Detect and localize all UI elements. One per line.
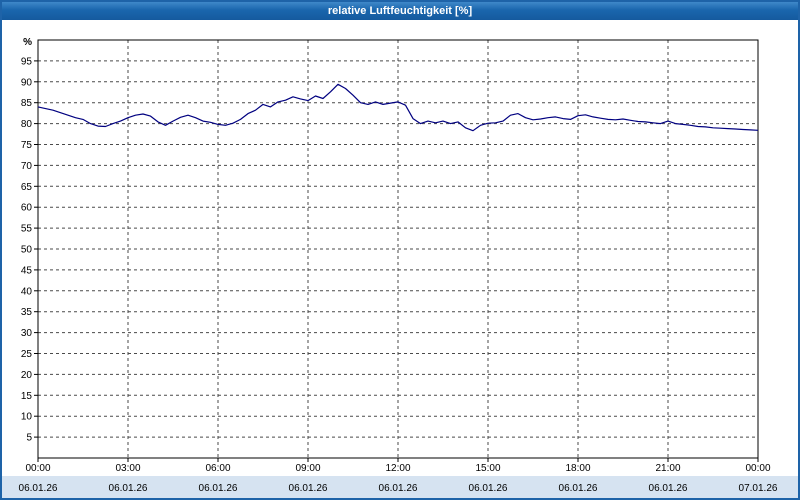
svg-text:00:00: 00:00 (745, 463, 770, 474)
svg-text:75: 75 (21, 140, 33, 151)
svg-text:80: 80 (21, 119, 33, 130)
chart-area: 5 10 15 20 25 30 35 40 45 50 55 60 65 70 75 80 85 90 95% 00… (2, 20, 798, 498)
humidity-line-chart: 5 10 15 20 25 30 35 40 45 50 55 60 65 70 75 80 85 90 95% 00… (2, 37, 798, 498)
axis-ticks (34, 60, 759, 462)
svg-text:06.01.26: 06.01.26 (19, 483, 58, 494)
svg-text:18:00: 18:00 (565, 463, 590, 474)
svg-text:30: 30 (21, 328, 33, 339)
svg-text:03:00: 03:00 (115, 463, 140, 474)
svg-text:15: 15 (21, 391, 33, 402)
x-axis-time-labels: 00:00 03:00 06:00 09:00 12:00 15:00 18:00 21:00… (25, 463, 770, 474)
svg-text:40: 40 (21, 286, 33, 297)
svg-text:07.01.26: 07.01.26 (739, 483, 778, 494)
svg-text:45: 45 (21, 265, 33, 276)
svg-text:35: 35 (21, 307, 33, 318)
title-bar: relative Luftfeuchtigkeit [%] (2, 2, 798, 20)
svg-text:85: 85 (21, 98, 33, 109)
svg-text:65: 65 (21, 182, 33, 193)
svg-text:70: 70 (21, 161, 33, 172)
svg-text:06.01.26: 06.01.26 (109, 483, 148, 494)
svg-text:95: 95 (21, 56, 33, 67)
svg-text:06.01.26: 06.01.26 (649, 483, 688, 494)
gridlines (38, 40, 758, 458)
svg-text:25: 25 (21, 349, 33, 360)
svg-text:06.01.26: 06.01.26 (199, 483, 238, 494)
svg-text:21:00: 21:00 (655, 463, 680, 474)
svg-text:06.01.26: 06.01.26 (559, 483, 598, 494)
svg-text:06.01.26: 06.01.26 (469, 483, 508, 494)
svg-text:55: 55 (21, 224, 33, 235)
x-axis-date-labels: 06.01.26 06.01.26 06.01.26 06.01.26 06.01.26… (19, 483, 778, 494)
svg-text:90: 90 (21, 77, 33, 88)
y-axis-unit-label: % (23, 37, 32, 48)
y-axis-labels: 5 10 15 20 25 30 35 40 45 50 55 60 65 70 75 80 85 90 95 (21, 56, 33, 443)
svg-text:06.01.26: 06.01.26 (379, 483, 418, 494)
svg-text:15:00: 15:00 (475, 463, 500, 474)
humidity-series-line (37, 83, 759, 132)
svg-text:12:00: 12:00 (385, 463, 410, 474)
date-strip (2, 476, 798, 498)
svg-text:50: 50 (21, 245, 33, 256)
svg-text:09:00: 09:00 (295, 463, 320, 474)
svg-text:5: 5 (26, 433, 32, 444)
svg-text:10: 10 (21, 412, 33, 423)
svg-text:60: 60 (21, 203, 33, 214)
svg-text:06.01.26: 06.01.26 (289, 483, 328, 494)
svg-text:20: 20 (21, 370, 33, 381)
svg-text:06:00: 06:00 (205, 463, 230, 474)
svg-text:00:00: 00:00 (25, 463, 50, 474)
chart-title: relative Luftfeuchtigkeit [%] (327, 5, 473, 17)
